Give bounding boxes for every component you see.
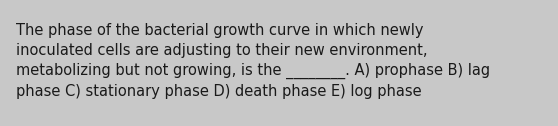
- Text: The phase of the bacterial growth curve in which newly
inoculated cells are adju: The phase of the bacterial growth curve …: [16, 23, 490, 99]
